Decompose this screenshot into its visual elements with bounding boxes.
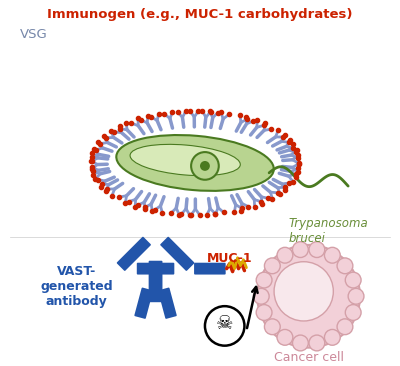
Circle shape: [337, 319, 353, 335]
FancyBboxPatch shape: [149, 261, 162, 302]
Text: VSG: VSG: [20, 28, 48, 41]
FancyBboxPatch shape: [158, 288, 177, 319]
Circle shape: [324, 247, 340, 263]
Circle shape: [256, 272, 272, 288]
Circle shape: [292, 242, 308, 258]
Circle shape: [345, 305, 361, 320]
FancyBboxPatch shape: [160, 237, 194, 271]
Circle shape: [257, 245, 360, 348]
Text: ☠: ☠: [216, 314, 234, 333]
Text: MUC-1: MUC-1: [207, 252, 252, 265]
Ellipse shape: [130, 144, 240, 176]
Circle shape: [309, 335, 325, 351]
Circle shape: [277, 329, 293, 345]
Circle shape: [274, 262, 333, 321]
Ellipse shape: [116, 135, 274, 191]
FancyBboxPatch shape: [137, 263, 174, 274]
Text: VAST-
generated
antibody: VAST- generated antibody: [40, 265, 113, 308]
Circle shape: [253, 288, 269, 304]
FancyBboxPatch shape: [134, 288, 153, 319]
Circle shape: [264, 319, 280, 335]
Text: Immunogen (e.g., MUC-1 carbohydrates): Immunogen (e.g., MUC-1 carbohydrates): [47, 8, 353, 21]
FancyBboxPatch shape: [194, 263, 226, 274]
Circle shape: [292, 335, 308, 351]
Circle shape: [337, 258, 353, 274]
Circle shape: [324, 329, 340, 345]
FancyBboxPatch shape: [117, 237, 151, 271]
Circle shape: [345, 272, 361, 288]
Circle shape: [200, 161, 210, 171]
Circle shape: [256, 305, 272, 320]
Circle shape: [348, 288, 364, 304]
Circle shape: [264, 258, 280, 274]
Text: Cancer cell: Cancer cell: [274, 351, 344, 363]
Circle shape: [309, 242, 325, 258]
Circle shape: [277, 247, 293, 263]
Circle shape: [191, 152, 219, 180]
Text: Trypanosoma
brucei: Trypanosoma brucei: [289, 217, 369, 245]
Circle shape: [205, 306, 244, 346]
